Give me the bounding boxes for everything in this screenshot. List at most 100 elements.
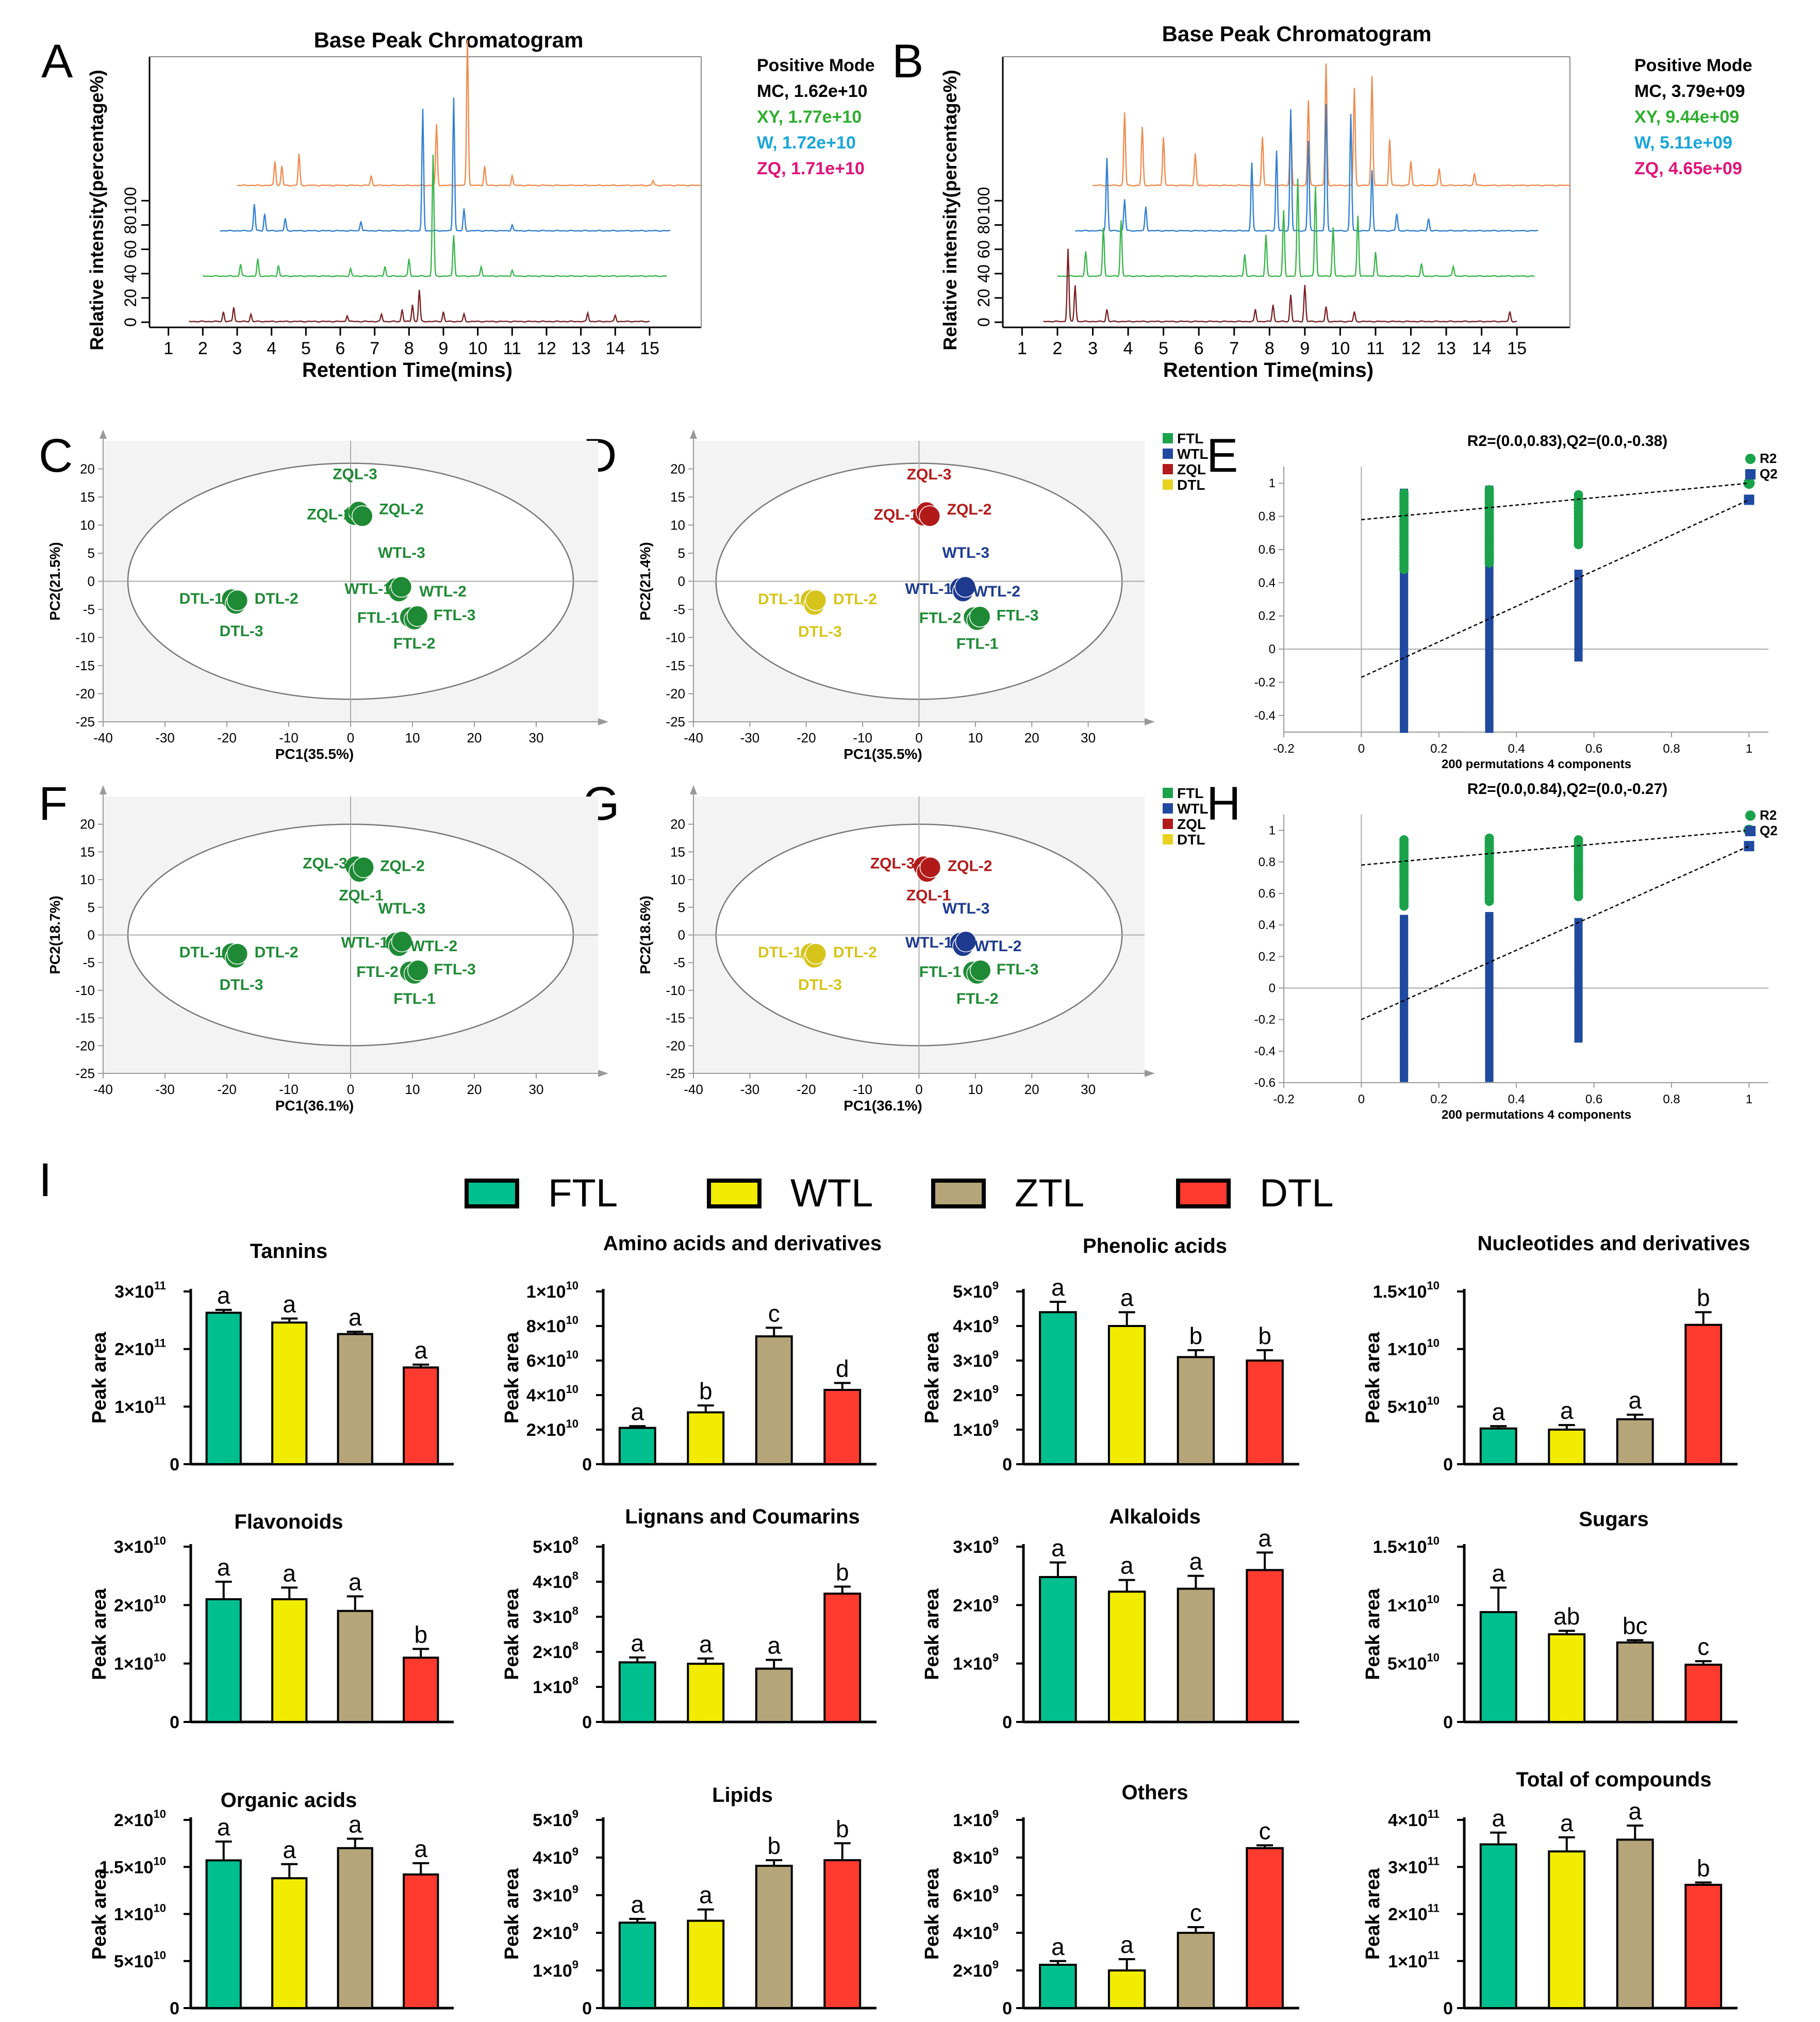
panel-letter-C: C <box>39 429 73 482</box>
y-tick-label: 2×1011 <box>114 1337 166 1360</box>
x-tick-label: 5 <box>1159 339 1168 358</box>
significance-letter: a <box>1120 1931 1134 1958</box>
bar-dtl <box>1246 1847 1284 2009</box>
significance-letter: b <box>836 1815 849 1842</box>
y-tick-label: 1×1010 <box>1387 1337 1440 1360</box>
bar-dtl <box>1684 1883 1723 2010</box>
y-tick-label: -10 <box>666 983 685 998</box>
bar-ztl <box>755 1667 793 1723</box>
bar-ztl <box>1616 1418 1654 1465</box>
bar-ztl <box>755 1865 793 2010</box>
y-tick-label: -0.6 <box>1254 1076 1276 1090</box>
x-tick-label: 10 <box>968 1082 983 1097</box>
y-tick-label: -25 <box>75 1066 95 1081</box>
bar-ftl <box>1039 1576 1077 1723</box>
y-tick-label: 1×1010 <box>1387 1593 1440 1615</box>
x-tick-label: -20 <box>217 1082 237 1097</box>
point-label: DTL-3 <box>220 976 263 993</box>
y-tick-label: -5 <box>83 955 95 970</box>
y-axis-label: PC2(18.6%) <box>637 896 653 974</box>
y-tick-exponent: 9 <box>572 1958 578 1971</box>
y-tick-exponent: 10 <box>154 1854 166 1867</box>
bar-wtl <box>1107 1590 1146 1723</box>
x-tick-label: 2 <box>1053 339 1063 358</box>
legend-label-ztl: ZTL <box>1015 1171 1084 1215</box>
q2-regression-line <box>1361 499 1749 678</box>
axis-x-arrow <box>598 1070 608 1077</box>
y-tick-exponent: 9 <box>572 1883 578 1896</box>
r2-point <box>1574 490 1583 500</box>
chart-title: Base Peak Chromatogram <box>314 28 584 52</box>
bar-ztl <box>1177 1356 1215 1466</box>
legend-entry: XY, 1.77e+10 <box>757 107 862 127</box>
y-tick-label: 2×1010 <box>114 1808 166 1830</box>
point-label: DTL-1 <box>179 944 223 961</box>
x-tick-label: 10 <box>468 339 488 358</box>
panel-letter-F: F <box>39 777 68 830</box>
y-axis-label: Peak area <box>89 1332 110 1423</box>
y-tick-label: 5×1010 <box>1387 1394 1440 1417</box>
y-tick-label: 15 <box>80 489 95 505</box>
x-axis-label: PC1(35.5%) <box>275 746 354 762</box>
significance-letter: b <box>767 1832 781 1859</box>
y-tick-exponent: 9 <box>572 1808 578 1820</box>
legend-entry: MC, 1.62e+10 <box>757 81 868 101</box>
legend-entry: XY, 9.44e+09 <box>1634 107 1739 127</box>
data-point-zql <box>352 505 373 527</box>
y-tick-label: -25 <box>75 714 95 730</box>
bar-ftl <box>1479 1427 1517 1465</box>
bar-wtl <box>687 1411 725 1465</box>
x-tick-label: 4 <box>1123 339 1133 358</box>
bar-wtl <box>271 1877 308 2009</box>
significance-letter: a <box>1051 1274 1065 1301</box>
axis-x-arrow <box>1145 1070 1155 1077</box>
y-tick-exponent: 11 <box>1428 1902 1440 1915</box>
x-axis-label: PC1(36.1%) <box>843 1098 922 1114</box>
y-tick-label: 5×109 <box>533 1808 578 1830</box>
x-tick-label: 10 <box>1330 339 1350 358</box>
y-tick-label: 5×1010 <box>1387 1651 1440 1674</box>
y-tick-exponent: 9 <box>992 1417 999 1430</box>
y-tick-label: 4×109 <box>953 1314 999 1336</box>
point-label: FTL-3 <box>997 961 1039 978</box>
y-tick-exponent: 10 <box>566 1417 578 1430</box>
y-tick-label: 10 <box>80 518 95 533</box>
y-tick-exponent: 9 <box>992 1883 999 1896</box>
significance-letter: d <box>836 1355 849 1382</box>
bar-ftl <box>1039 1311 1077 1465</box>
y-tick-label: 0 <box>1269 981 1276 995</box>
point-label: ZQL-1 <box>307 506 352 523</box>
significance-letter: b <box>414 1621 427 1648</box>
y-tick-exponent: 10 <box>566 1279 578 1292</box>
y-tick-exponent: 11 <box>1428 1949 1440 1962</box>
x-axis-label: Retention Time(mins) <box>302 359 512 382</box>
x-tick-label: 20 <box>1024 1082 1039 1097</box>
legend-label-wtl: WTL <box>790 1171 873 1215</box>
x-tick-label: 6 <box>336 339 345 358</box>
y-tick-label: 10 <box>80 872 95 887</box>
y-tick-label: 20 <box>121 289 140 307</box>
point-label: ZQL-3 <box>303 855 348 872</box>
legend-swatch-ztl <box>931 1179 986 1208</box>
y-tick-label: 15 <box>670 844 685 859</box>
y-tick-label: 4×108 <box>533 1569 578 1592</box>
point-label: DTL-2 <box>833 591 877 608</box>
y-tick-label: -25 <box>666 1066 685 1081</box>
data-point-dtl <box>226 589 249 611</box>
point-label: WTL-1 <box>344 581 392 598</box>
x-tick-label: 30 <box>529 730 544 745</box>
legend-swatch-wtl <box>707 1179 762 1208</box>
significance-letter: a <box>283 1560 296 1586</box>
y-tick-exponent: 11 <box>1428 1808 1440 1820</box>
y-tick-exponent: 9 <box>992 1920 999 1933</box>
y-tick-exponent: 9 <box>992 1534 999 1547</box>
legend-entry: ZQ, 1.71e+10 <box>757 159 865 178</box>
significance-letter: a <box>1492 1398 1505 1425</box>
bar-wtl <box>1548 1429 1586 1465</box>
series-line-mc <box>189 290 650 323</box>
y-tick-exponent: 9 <box>992 1593 999 1605</box>
significance-letter: a <box>217 1814 230 1841</box>
significance-letter: a <box>1560 1397 1574 1424</box>
y-tick-label: 0 <box>582 1713 592 1732</box>
y-tick-label: 0 <box>1269 642 1276 656</box>
